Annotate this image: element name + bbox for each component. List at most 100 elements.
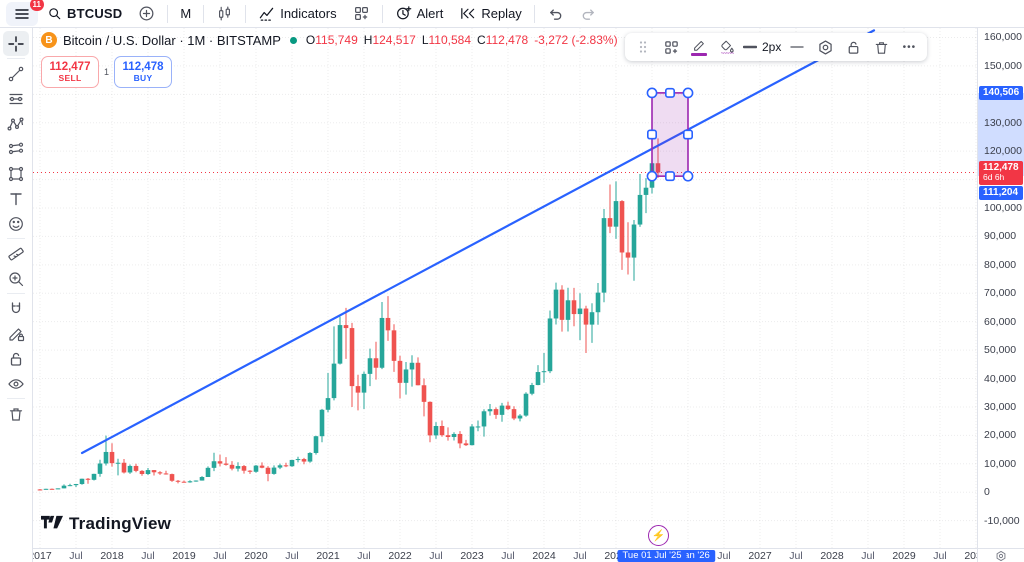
trash-icon: [9, 407, 23, 421]
delete-drawing-button[interactable]: [869, 35, 893, 59]
price-tick-label: 160,000: [984, 31, 1022, 44]
low-value: 110,584: [428, 33, 472, 47]
measure-tool-button[interactable]: [3, 241, 29, 266]
tradingview-mark-icon: [41, 515, 63, 529]
line-width-button[interactable]: 2px: [743, 35, 781, 59]
replay-button[interactable]: Replay: [452, 2, 528, 26]
price-tick-label: 90,000: [984, 230, 1017, 243]
month-tick-label: Jul: [573, 550, 587, 562]
buy-label: BUY: [133, 72, 153, 83]
ellipsis-icon: •••: [902, 41, 917, 53]
price-tick-label: 70,000: [984, 287, 1017, 300]
main-menu-button[interactable]: 11: [6, 0, 44, 26]
current-price-label: 112,478 6d 6h: [979, 160, 1023, 185]
line-width-value: 2px: [762, 40, 782, 54]
pattern-tool-button[interactable]: [3, 111, 29, 136]
price-tick-label: 40,000: [984, 372, 1017, 385]
redo-icon: [582, 9, 594, 20]
layout-grid-icon: [354, 7, 368, 20]
alert-label: Alert: [416, 6, 444, 21]
price-axis[interactable]: -10,000 0 10,000 20,000 30,000 40,000 50,000 60…: [977, 28, 1024, 548]
undo-button[interactable]: [540, 2, 571, 26]
jump-to-date-button[interactable]: ⚡: [648, 525, 669, 546]
remove-drawings-button[interactable]: [3, 401, 29, 426]
alert-button[interactable]: Alert: [388, 2, 451, 26]
crosshair-tool-button[interactable]: [3, 31, 29, 56]
lock-drawing-button[interactable]: [841, 35, 865, 59]
interval-label: M: [180, 6, 192, 21]
month-tick-label: Jul: [357, 550, 371, 562]
price-tick-label: 120,000: [984, 145, 1022, 158]
trend-line-tool-button[interactable]: [3, 61, 29, 86]
prediction-tool-button[interactable]: [3, 136, 29, 161]
alert-clock-icon: [396, 6, 411, 20]
price-axis-settings[interactable]: [977, 548, 1024, 562]
indicator-templates-button[interactable]: [346, 2, 377, 26]
month-tick-label: Jul: [213, 550, 227, 562]
symbol-search-button[interactable]: BTCUSD: [40, 2, 129, 26]
trend-line-icon: [8, 66, 24, 81]
month-tick-label: Jul: [717, 550, 731, 562]
crosshair-icon: [8, 35, 24, 52]
price-tick-label: 30,000: [984, 400, 1017, 413]
month-tick-label: Jul: [69, 550, 83, 562]
undo-icon: [549, 9, 562, 20]
flash-icon: ⚡: [651, 530, 666, 542]
market-status-icon[interactable]: [289, 36, 297, 44]
active-color-swatch: [691, 53, 707, 56]
magnet-mode-button[interactable]: [3, 296, 29, 321]
buy-price: 112,478: [122, 61, 164, 73]
line-color-button[interactable]: [687, 35, 711, 59]
time-axis[interactable]: 01 Jan '26 Tue 01 Jul '25 2017Jul2018Jul…: [33, 548, 977, 562]
price-tick-label: 60,000: [984, 315, 1017, 328]
sell-label: SELL: [58, 72, 82, 83]
interval-button[interactable]: M: [173, 2, 198, 26]
buy-button[interactable]: 112,478 BUY: [114, 56, 173, 88]
drawing-mode-button[interactable]: [3, 321, 29, 346]
symbol-name: BTCUSD: [67, 6, 123, 21]
toolbar-drag-handle[interactable]: [631, 35, 655, 59]
chart-style-button[interactable]: [209, 2, 240, 26]
ohlc-values: O115,749 H124,517 L110,584 C112,478: [306, 33, 528, 47]
add-symbol-button[interactable]: [131, 2, 162, 26]
close-value: 112,478: [485, 33, 529, 47]
text-tool-button[interactable]: [3, 186, 29, 211]
selection-start-date-label: Tue 01 Jul '25: [617, 550, 687, 562]
indicators-label: Indicators: [280, 6, 337, 21]
price-tick-label: 10,000: [984, 457, 1017, 470]
year-tick-label: 2020: [244, 550, 268, 562]
magnifier-plus-icon: [9, 271, 24, 286]
redo-button[interactable]: [573, 2, 604, 26]
toolbar-divider: [7, 238, 25, 239]
drawing-settings-button[interactable]: [813, 35, 837, 59]
zoom-in-tool-button[interactable]: [3, 266, 29, 291]
year-tick-label: 2023: [460, 550, 484, 562]
price-tick-label: 50,000: [984, 344, 1017, 357]
price-tick-label: 130,000: [984, 116, 1022, 129]
save-template-button[interactable]: [659, 35, 683, 59]
month-tick-label: Jul: [285, 550, 299, 562]
toolbar-separator: [245, 4, 247, 23]
open-label: O: [305, 33, 316, 47]
line-style-button[interactable]: [785, 35, 809, 59]
sell-button[interactable]: 112,477 SELL: [41, 56, 99, 88]
toolbar-separator: [381, 4, 383, 23]
eye-icon: [8, 378, 24, 389]
more-options-button[interactable]: •••: [897, 35, 921, 59]
hide-drawings-button[interactable]: [3, 371, 29, 396]
indicators-icon: [259, 7, 274, 21]
symbol-title[interactable]: Bitcoin / U.S. Dollar · 1M · BITSTAMP: [63, 32, 281, 48]
fill-color-button[interactable]: ~~~~~: [715, 35, 739, 59]
emoji-tool-button[interactable]: [3, 211, 29, 236]
indicators-button[interactable]: Indicators: [251, 2, 343, 26]
unlock-icon: [848, 41, 859, 54]
toolbar-separator: [203, 4, 205, 23]
lock-drawings-button[interactable]: [3, 346, 29, 371]
tradingview-logo[interactable]: TradingView: [41, 514, 171, 534]
high-label: H: [363, 33, 373, 47]
shapes-tool-button[interactable]: [3, 161, 29, 186]
fib-retracement-tool-button[interactable]: [3, 86, 29, 111]
chart-pane[interactable]: [33, 28, 977, 548]
rectangle-shape-icon: [8, 166, 24, 181]
drawing-toolbar: [0, 28, 33, 562]
